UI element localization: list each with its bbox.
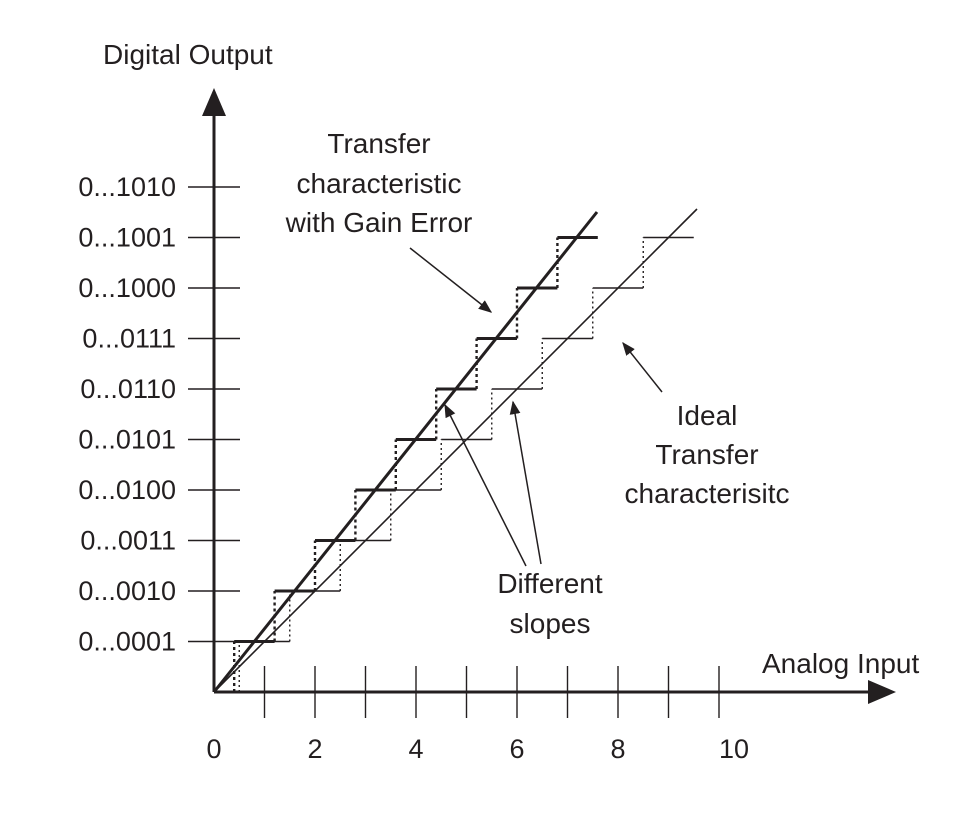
ideal-transfer-line <box>213 208 698 693</box>
gain-error-transfer-line <box>212 211 599 693</box>
ideal-annotation: Ideal Transfer characterisitc <box>622 341 790 509</box>
slopes-pointer-arrow-left <box>444 403 527 567</box>
y-axis-title: Digital Output <box>103 39 273 70</box>
gain-error-annotation: Transfer characteristic with Gain Error <box>285 128 493 313</box>
y-tick-label: 0...0111 <box>82 324 176 354</box>
gain-error-label-line-1: Transfer <box>327 128 430 159</box>
ideal-label-line-3: characterisitc <box>625 478 790 509</box>
axes <box>188 88 896 718</box>
y-tick-label: 0...1010 <box>78 172 176 202</box>
y-tick-label: 0...0010 <box>78 576 176 606</box>
x-tick-label: 6 <box>509 734 524 764</box>
ideal-pointer-arrow <box>622 341 663 393</box>
y-tick-label: 0...1000 <box>78 273 176 303</box>
x-axis-arrowhead <box>868 680 896 704</box>
y-tick-label: 0...0001 <box>78 627 176 657</box>
y-tick-label: 0...1001 <box>78 223 176 253</box>
x-axis-title: Analog Input <box>762 648 919 679</box>
x-tick-label: 8 <box>610 734 625 764</box>
y-tick-labels: 0...0001 0...0010 0...0011 0...0100 0...0101… <box>78 172 176 657</box>
y-tick-label: 0...0101 <box>78 425 176 455</box>
y-tick-label: 0...0110 <box>80 374 176 404</box>
slopes-pointer-arrow-right <box>509 400 542 565</box>
ideal-label-line-1: Ideal <box>677 400 738 431</box>
y-tick-label: 0...0100 <box>78 475 176 505</box>
ideal-label-line-2: Transfer <box>655 439 758 470</box>
slopes-label-line-2: slopes <box>510 608 591 639</box>
slopes-annotation: Different slopes <box>444 400 603 639</box>
x-tick-label: 4 <box>408 734 423 764</box>
gain-error-label-line-2: characteristic <box>297 168 462 199</box>
gain-error-label-line-3: with Gain Error <box>285 207 473 238</box>
x-tick-label: 2 <box>307 734 322 764</box>
gain-error-pointer-arrow <box>409 247 493 313</box>
y-tick-marks <box>188 186 240 643</box>
x-tick-label: 0 <box>206 734 221 764</box>
y-axis-arrowhead <box>202 88 226 116</box>
x-tick-marks <box>263 666 720 718</box>
slopes-label-line-1: Different <box>497 568 603 599</box>
y-tick-label: 0...0011 <box>80 526 176 556</box>
ideal-staircase <box>238 236 694 692</box>
x-tick-labels: 0 2 4 6 8 10 <box>206 734 749 764</box>
x-tick-label: 10 <box>719 734 749 764</box>
